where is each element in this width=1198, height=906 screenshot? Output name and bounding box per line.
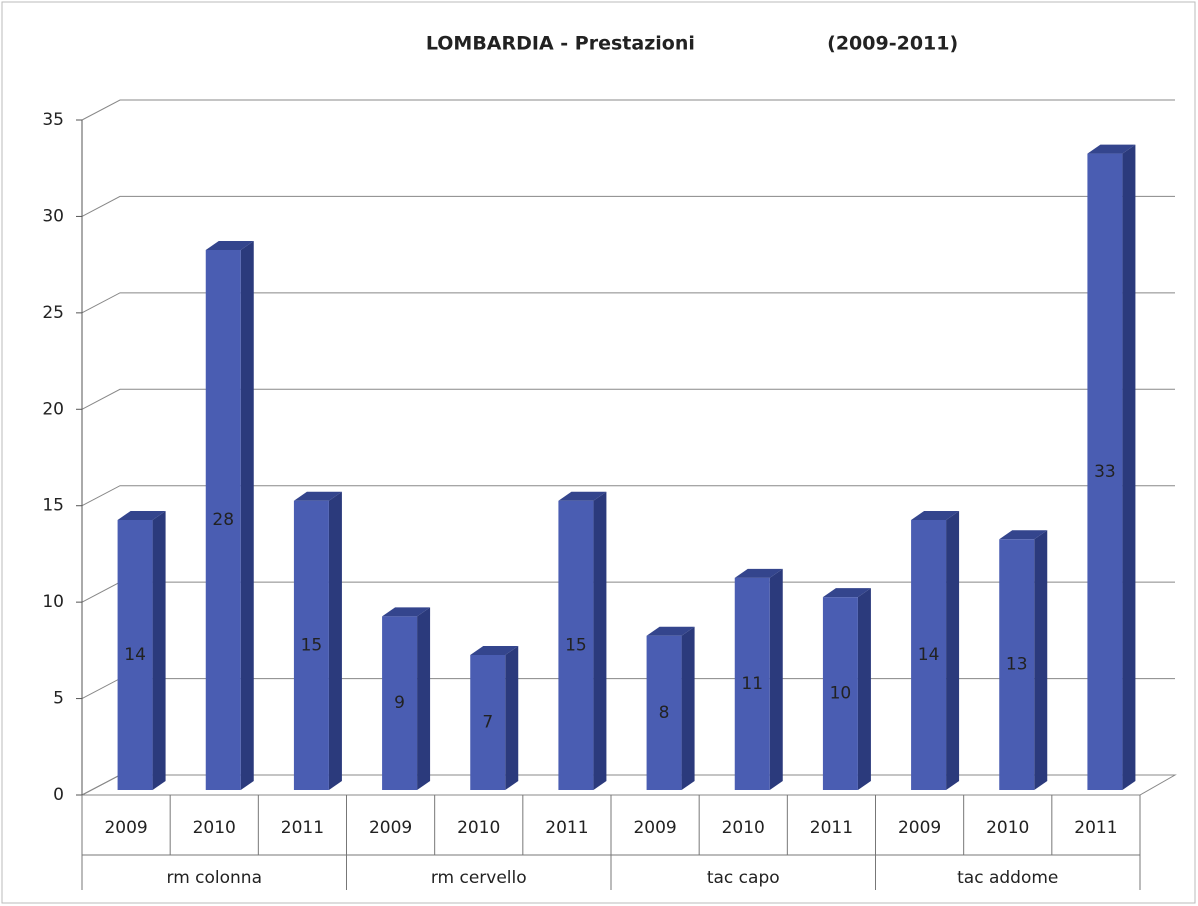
value-label: 10 xyxy=(830,684,852,704)
value-label: 9 xyxy=(394,693,405,713)
group-label: tac addome xyxy=(957,868,1058,888)
group-label: rm colonna xyxy=(167,868,263,888)
bar xyxy=(205,241,254,790)
group-label: tac capo xyxy=(707,868,780,888)
bar-top xyxy=(117,511,166,520)
x-tick-label: 2010 xyxy=(457,818,500,838)
bar xyxy=(1087,144,1136,791)
y-tick-label: 25 xyxy=(42,303,64,323)
value-label: 33 xyxy=(1094,462,1116,482)
x-tick-label: 2009 xyxy=(633,818,676,838)
bar xyxy=(470,646,519,790)
bar-side xyxy=(240,241,254,790)
bar-front xyxy=(734,577,770,790)
bar-top xyxy=(205,241,254,250)
bar-side xyxy=(593,491,607,790)
bar-top xyxy=(911,511,960,520)
y-tick-label: 20 xyxy=(42,399,64,419)
bar-top xyxy=(822,588,871,598)
value-label: 15 xyxy=(565,635,587,655)
group-label: rm cervello xyxy=(431,868,527,888)
bar-side xyxy=(681,626,695,790)
x-tick-label: 2010 xyxy=(986,818,1029,838)
bar-front xyxy=(293,500,329,790)
value-label: 14 xyxy=(918,645,940,665)
value-label: 15 xyxy=(301,635,323,655)
grid-line xyxy=(81,195,1175,217)
value-label: 14 xyxy=(124,645,146,665)
bar xyxy=(734,568,783,790)
bar-top xyxy=(470,646,519,655)
bar-front xyxy=(382,616,418,790)
bar-top xyxy=(382,607,431,617)
y-tick-label: 10 xyxy=(42,592,64,612)
bar-side xyxy=(152,511,166,790)
x-tick-label: 2010 xyxy=(722,818,765,838)
bar-top xyxy=(1087,144,1136,154)
bar-top xyxy=(558,491,607,501)
bar-front xyxy=(911,520,947,790)
bar-front xyxy=(558,500,594,790)
bar-side xyxy=(946,511,960,790)
bar-side xyxy=(1034,530,1048,790)
bar-side xyxy=(769,568,783,790)
bar xyxy=(117,511,166,790)
bar-top xyxy=(646,626,695,636)
bar-front xyxy=(1087,153,1123,791)
bar-front xyxy=(205,250,241,790)
bar-side xyxy=(505,646,519,790)
y-tick-label: 5 xyxy=(53,689,64,709)
y-tick-label: 15 xyxy=(42,496,64,516)
value-label: 8 xyxy=(659,703,670,723)
x-tick-label: 2009 xyxy=(104,818,147,838)
y-tick-label: 35 xyxy=(42,110,64,130)
grid-line xyxy=(81,292,1175,314)
grid-line xyxy=(81,388,1175,410)
value-label: 11 xyxy=(741,674,763,694)
bar-top xyxy=(734,568,783,578)
bar xyxy=(382,607,431,790)
bar-side xyxy=(857,588,871,790)
x-tick-label: 2011 xyxy=(1074,818,1117,838)
x-tick-label: 2011 xyxy=(281,818,324,838)
y-tick-label: 0 xyxy=(53,785,64,805)
bar-front xyxy=(117,520,153,790)
bar-side xyxy=(1122,144,1136,791)
bar xyxy=(558,491,607,790)
bar xyxy=(646,626,695,790)
bar-front xyxy=(999,539,1035,790)
bar xyxy=(293,491,342,790)
bar-top xyxy=(293,491,342,501)
bar-front xyxy=(822,597,858,790)
x-tick-label: 2011 xyxy=(545,818,588,838)
bar xyxy=(911,511,960,790)
bar-front xyxy=(646,635,682,790)
x-tick-label: 2009 xyxy=(369,818,412,838)
chart-title: LOMBARDIA - Prestazioni (2009-2011) xyxy=(426,33,958,55)
bar xyxy=(999,530,1048,790)
x-tick-label: 2010 xyxy=(193,818,236,838)
bar-top xyxy=(999,530,1048,540)
x-tick-label: 2009 xyxy=(898,818,941,838)
y-tick-label: 30 xyxy=(42,206,64,226)
bar xyxy=(822,588,871,790)
bar-side xyxy=(328,491,342,790)
bar-side xyxy=(417,607,431,790)
x-tick-label: 2011 xyxy=(810,818,853,838)
bar-front xyxy=(470,655,506,790)
grid-line xyxy=(81,485,1175,507)
value-label: 7 xyxy=(482,713,493,733)
value-label: 13 xyxy=(1006,655,1028,675)
value-label: 28 xyxy=(212,510,234,530)
grid-line xyxy=(81,99,1175,121)
